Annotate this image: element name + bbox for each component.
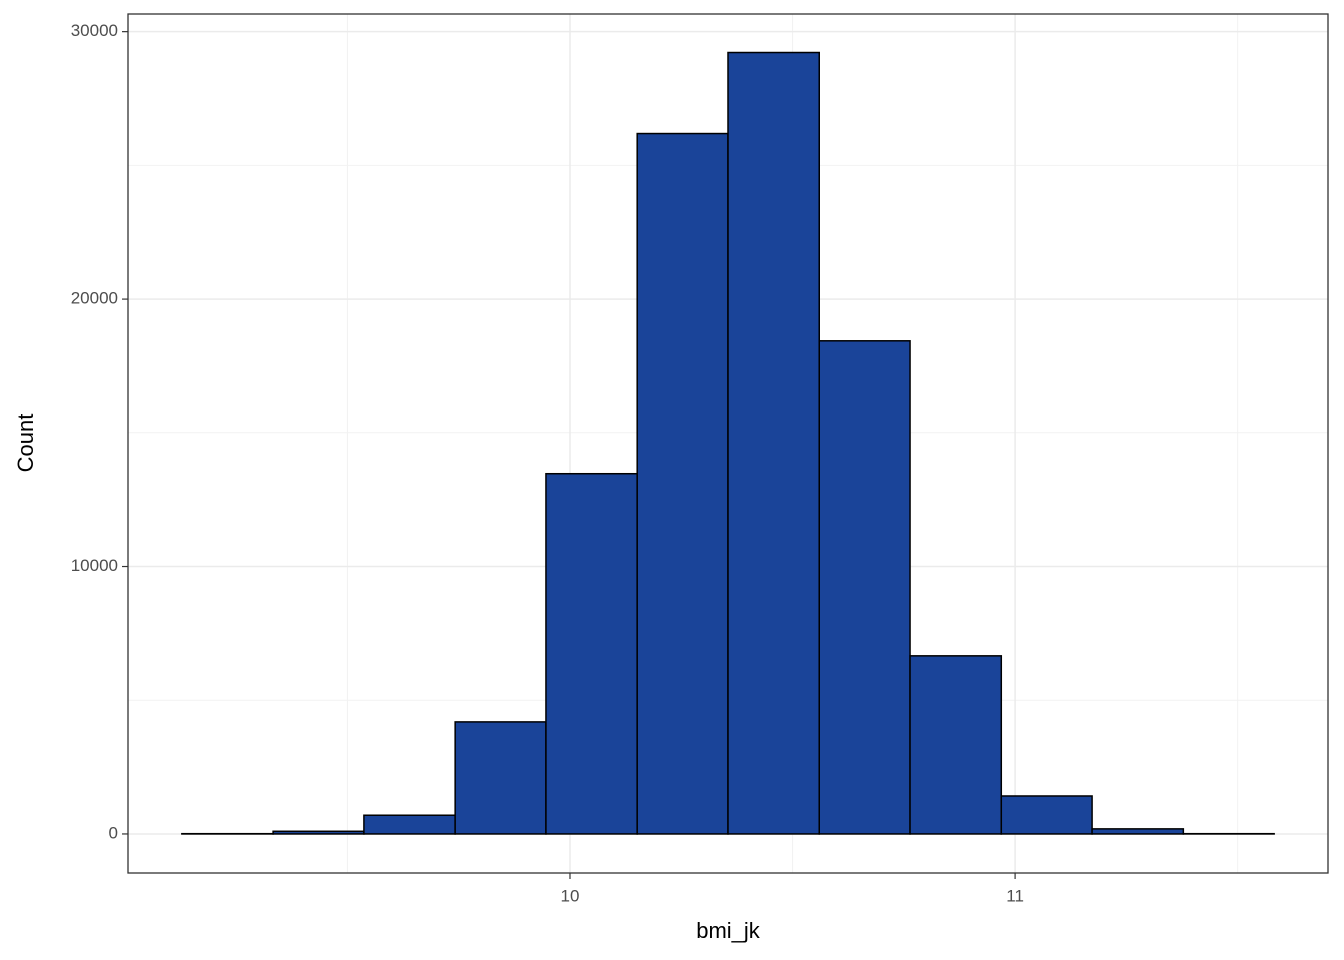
bar (727, 51, 820, 835)
panel-border (127, 13, 1329, 874)
bar (636, 132, 729, 835)
y-tick-label: 30000 (71, 21, 118, 40)
bar (909, 655, 1003, 835)
bar (1091, 828, 1185, 835)
y-tick-label: 0 (109, 823, 118, 842)
y-axis-title: Count (13, 414, 38, 473)
x-tick-label: 10 (561, 886, 580, 905)
bar (454, 721, 547, 835)
bar (818, 340, 911, 835)
x-tick-label: 11 (1006, 886, 1024, 905)
bar (272, 830, 365, 835)
y-tick-label: 10000 (71, 556, 118, 575)
bar (1000, 795, 1093, 835)
bar (545, 472, 638, 835)
bar (363, 814, 456, 835)
y-tick-label: 20000 (71, 289, 118, 308)
x-axis-title: bmi_jk (696, 918, 761, 943)
